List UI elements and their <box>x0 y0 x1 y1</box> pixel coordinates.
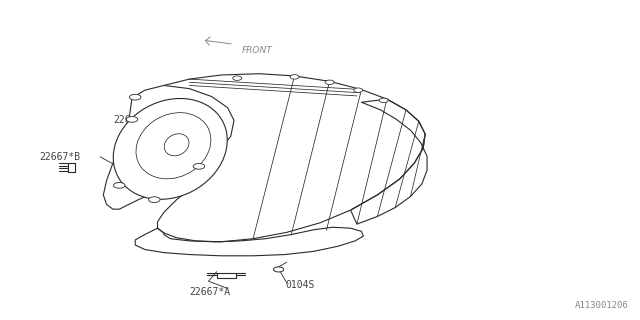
Circle shape <box>290 75 299 79</box>
Circle shape <box>126 116 138 122</box>
Ellipse shape <box>164 134 189 156</box>
Circle shape <box>193 164 205 169</box>
Ellipse shape <box>113 99 227 199</box>
Text: 22667*B: 22667*B <box>40 152 81 162</box>
Ellipse shape <box>136 113 211 179</box>
Text: 0104S: 0104S <box>285 280 314 290</box>
Text: 22667*A: 22667*A <box>189 287 230 297</box>
Circle shape <box>129 94 141 100</box>
Circle shape <box>113 182 125 188</box>
Circle shape <box>354 88 363 92</box>
Text: FRONT: FRONT <box>242 46 273 55</box>
Circle shape <box>148 197 160 203</box>
Polygon shape <box>157 74 425 242</box>
Text: 22691: 22691 <box>113 115 142 125</box>
Polygon shape <box>103 85 234 209</box>
Circle shape <box>325 80 334 84</box>
Circle shape <box>380 98 388 103</box>
Circle shape <box>233 76 242 80</box>
Text: A113001206: A113001206 <box>575 301 629 310</box>
Polygon shape <box>135 227 364 256</box>
Circle shape <box>273 267 284 272</box>
